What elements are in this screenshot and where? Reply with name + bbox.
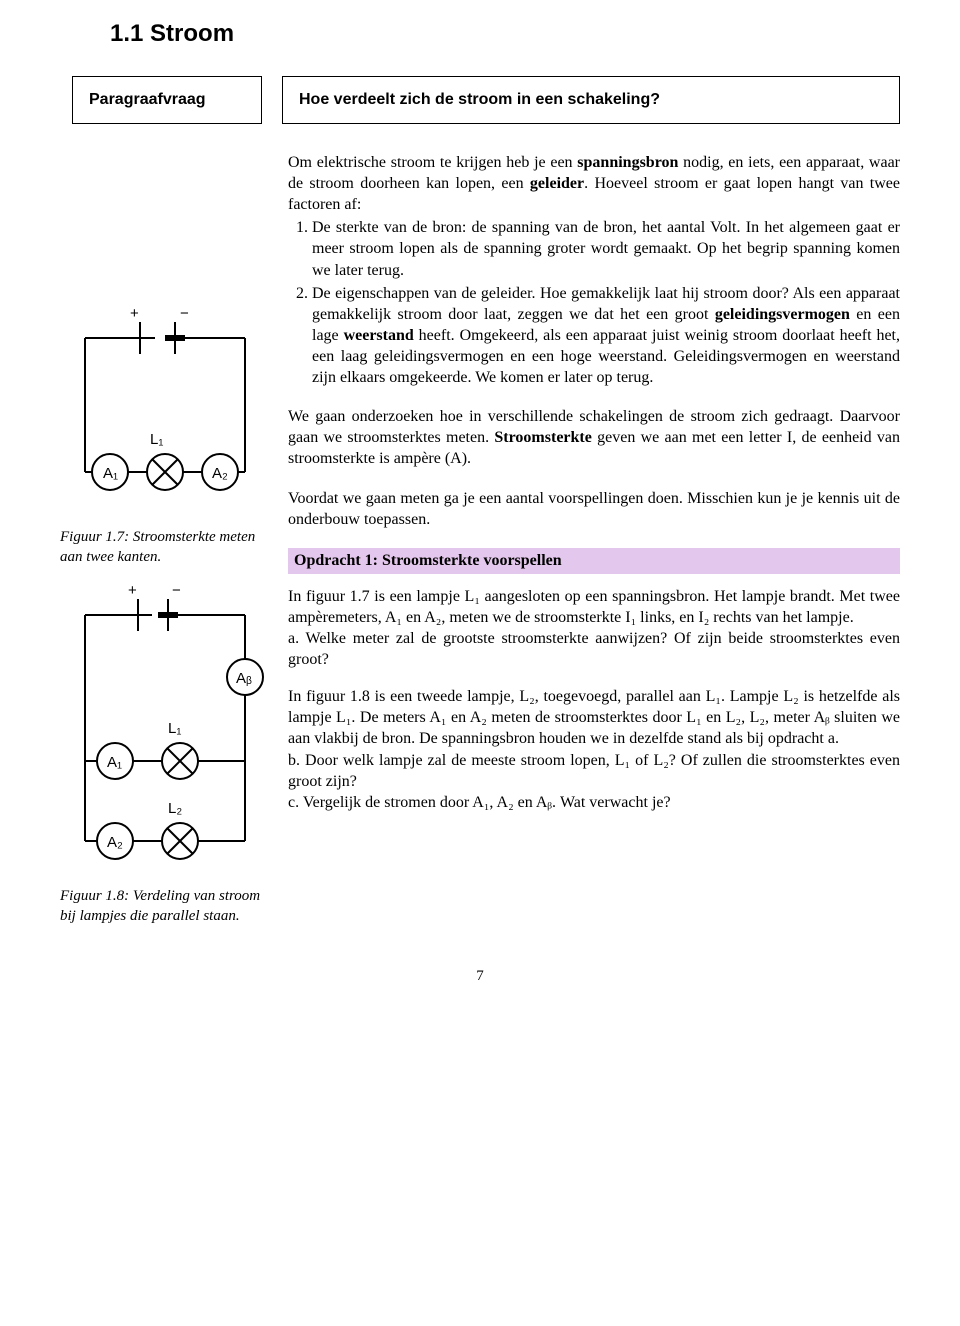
paragraph-3: Voordat we gaan meten ga je een aantal v…	[288, 488, 900, 530]
figure-1-8-caption: Figuur 1.8: Verdeling van stroom bij lam…	[60, 887, 270, 926]
label-a2: A₂	[212, 465, 228, 482]
bold-spanningsbron: spanningsbron	[577, 154, 678, 171]
bold-weerstand: weerstand	[344, 327, 414, 344]
paragraph-2: We gaan onderzoeken hoe in verschillende…	[288, 406, 900, 469]
label-plus: +	[128, 582, 137, 599]
circuit-1-8-svg: + − Aᵦ A₁ A₂ L₁ L₂	[60, 581, 270, 881]
opdracht-highlight: Opdracht 1: Stroomsterkte voorspellen	[288, 548, 900, 574]
label-ab: Aᵦ	[236, 670, 252, 687]
section-title: 1.1 Stroom	[110, 20, 900, 48]
opdracht-1-intro: In figuur 1.7 is een lampje L₁ aangeslot…	[288, 586, 900, 670]
opdracht-2-block: In figuur 1.8 is een tweede lampje, L₂, …	[288, 686, 900, 813]
op2-text: In figuur 1.8 is een tweede lampje, L₂, …	[288, 688, 900, 747]
opdracht-title: Opdracht 1: Stroomsterkte voorspellen	[294, 552, 562, 569]
question-box: Paragraafvraag Hoe verdeelt zich de stro…	[72, 76, 900, 124]
intro-text: Om elektrische stroom te krijgen heb je …	[288, 154, 577, 171]
op1-text: In figuur 1.7 is een lampje L₁ aangeslot…	[288, 588, 900, 626]
figure-1-7: + − A₁ A₂ L₁	[60, 292, 270, 522]
circuit-1-7-svg: + − A₁ A₂ L₁	[60, 292, 270, 522]
question-box-label: Paragraafvraag	[72, 76, 262, 124]
bold-geleidingsvermogen: geleidingsvermogen	[715, 306, 850, 323]
intro-paragraph: Om elektrische stroom te krijgen heb je …	[288, 152, 900, 215]
factors-list: De sterkte van de bron: de spanning van …	[288, 217, 900, 388]
label-a1: A₁	[107, 754, 122, 771]
label-l2: L₂	[168, 800, 182, 817]
op2-question-c: c. Vergelijk de stromen door A₁, A₂ en A…	[288, 794, 671, 811]
label-l1: L₁	[150, 431, 163, 448]
label-l1: L₁	[168, 720, 181, 737]
label-a1: A₁	[103, 465, 118, 482]
figure-1-8: + − Aᵦ A₁ A₂ L₁ L₂	[60, 581, 270, 881]
page-number: 7	[60, 968, 900, 985]
label-minus: −	[172, 582, 181, 599]
op1-question-a: a. Welke meter zal de grootste stroomste…	[288, 630, 900, 668]
bold-stroomsterkte: Stroomsterkte	[494, 429, 591, 446]
factor-1: De sterkte van de bron: de spanning van …	[312, 217, 900, 280]
label-a2: A₂	[107, 834, 123, 851]
factor-2: De eigenschappen van de geleider. Hoe ge…	[312, 283, 900, 389]
op2-question-b: b. Door welk lampje zal de meeste stroom…	[288, 752, 900, 790]
label-plus: +	[130, 305, 139, 322]
question-box-text: Hoe verdeelt zich de stroom in een schak…	[282, 76, 900, 124]
figure-1-7-caption: Figuur 1.7: Stroomsterkte meten aan twee…	[60, 528, 270, 567]
bold-geleider: geleider	[530, 175, 584, 192]
label-minus: −	[180, 305, 189, 322]
